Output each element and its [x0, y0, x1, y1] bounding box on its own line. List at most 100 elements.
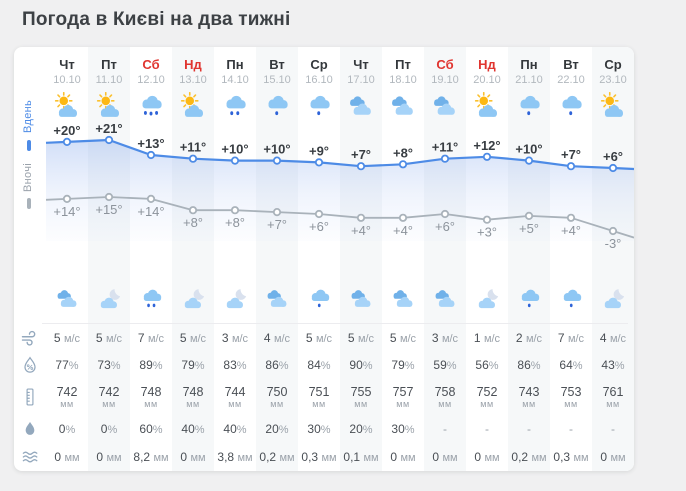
day-temp-label: +10° [221, 142, 248, 157]
day-temp-label: +11° [180, 140, 207, 155]
sun-cloud-icon [96, 92, 120, 117]
day-temp-point [398, 160, 408, 169]
wind-icon [21, 330, 36, 346]
night-weather-icon [466, 286, 508, 310]
day-date[interactable]: 16.10 [305, 74, 333, 86]
day-name[interactable]: Пн [520, 57, 538, 72]
day-name[interactable]: Чт [59, 57, 75, 72]
wind-icon-cell [14, 328, 46, 348]
day-name[interactable]: Ср [310, 57, 328, 72]
column-stripe [592, 47, 634, 471]
pressure-row: 742 мм 742 мм 748 мм 748 мм 744 мм 750 мм 751 мм 755 мм… [14, 379, 634, 415]
day-weather-icon [340, 92, 382, 118]
humidity-row: 77% 73% 89% 79% 83% 86% 84% 90% 79% 59% 56% 86% 64% 4… [14, 351, 634, 379]
cloud-rain-2-icon [226, 95, 246, 116]
pressure-value: 757 мм [392, 384, 414, 409]
wind-value: 5 м/с [305, 330, 333, 345]
legend-day-label: Вдень [22, 99, 34, 133]
column-stripe [172, 47, 214, 471]
wind-value: 3 м/с [221, 330, 249, 345]
day-name[interactable]: Пн [226, 57, 244, 72]
day-icons-row [14, 87, 634, 123]
day-temp-point [188, 154, 198, 163]
day-temp-point [314, 158, 324, 167]
day-temp-point [524, 156, 534, 165]
day-temp-label: +11° [432, 140, 459, 155]
day-date[interactable]: 10.10 [53, 74, 81, 86]
night-weather-icon [88, 286, 130, 310]
pressure-value: 751 мм [308, 384, 330, 409]
precip-amount-value: 0 мм [180, 449, 206, 464]
day-date[interactable]: 12.10 [137, 74, 165, 86]
day-temp-label: +10° [263, 142, 290, 157]
day-date[interactable]: 22.10 [557, 74, 585, 86]
day-name[interactable]: Нд [184, 57, 202, 72]
pressure-value: 753 мм [560, 384, 582, 409]
day-temp-point [482, 152, 492, 161]
night-temp-point [482, 215, 492, 224]
night-weather-icon [46, 286, 88, 310]
day-date[interactable]: 13.10 [179, 74, 207, 86]
cloud-rain-1-icon [563, 289, 581, 308]
humidity-value: 73% [97, 358, 121, 372]
night-temp-label: +5° [519, 221, 539, 236]
night-temp-point [566, 213, 576, 222]
moon-cloud-icon [478, 289, 498, 309]
day-temp-label: +21° [95, 123, 122, 136]
day-name[interactable]: Вт [269, 57, 285, 72]
wind-value: 3 м/с [431, 330, 459, 345]
day-temp-point [62, 137, 72, 146]
legend-night-label: Вночі [22, 163, 34, 193]
day-name[interactable]: Сб [142, 57, 160, 72]
precip-probability-value: 30% [307, 422, 331, 436]
day-name[interactable]: Ср [604, 57, 622, 72]
wind-value: 2 м/с [515, 330, 543, 345]
legend-night-marker-icon [27, 198, 31, 209]
day-temp-point [146, 150, 156, 160]
night-weather-icon [214, 286, 256, 310]
precip-probability-value: 20% [265, 422, 289, 436]
day-name[interactable]: Пт [101, 57, 117, 72]
night-temp-point [398, 213, 408, 222]
humidity-value: 86% [517, 358, 541, 372]
day-temp-point [230, 156, 240, 165]
day-date[interactable]: 23.10 [599, 74, 627, 86]
precip-probability-value: - [527, 422, 531, 436]
moon-cloud-icon [226, 289, 246, 309]
day-date[interactable]: 18.10 [389, 74, 417, 86]
humidity-value: 79% [181, 358, 205, 372]
day-name[interactable]: Нд [478, 57, 496, 72]
day-date[interactable]: 15.10 [263, 74, 291, 86]
day-temp-point [104, 135, 114, 145]
day-date[interactable]: 11.10 [95, 74, 123, 86]
day-weather-icon [214, 92, 256, 118]
pressure-value: 748 мм [140, 384, 162, 409]
night-weather-icon [424, 286, 466, 310]
humidity-value: 43% [601, 358, 625, 372]
day-name[interactable]: Вт [563, 57, 579, 72]
column-stripe [508, 47, 550, 471]
day-name[interactable]: Сб [436, 57, 454, 72]
pressure-value: 752 мм [476, 384, 498, 409]
day-temp-label: +20° [53, 123, 80, 138]
night-weather-icon [298, 286, 340, 310]
wind-value: 5 м/с [179, 330, 207, 345]
day-name[interactable]: Пт [395, 57, 411, 72]
day-weather-icon [508, 92, 550, 118]
precip-amount-value: 0,3 мм [553, 449, 589, 464]
day-date[interactable]: 20.10 [473, 74, 501, 86]
precip-amount-value: 0,1 мм [343, 449, 379, 464]
day-name[interactable]: Чт [353, 57, 369, 72]
precip-probability-value: 0% [100, 422, 118, 436]
night-temp-label: -3° [605, 236, 622, 251]
night-temp-point [356, 213, 366, 222]
day-date[interactable]: 17.10 [347, 74, 375, 86]
night-weather-icon [340, 286, 382, 310]
precip-probability-value: - [485, 422, 489, 436]
day-date[interactable]: 19.10 [431, 74, 459, 86]
night-weather-icon [172, 286, 214, 310]
day-date[interactable]: 14.10 [221, 74, 249, 86]
day-date[interactable]: 21.10 [515, 74, 543, 86]
moon-cloud-icon [604, 289, 624, 309]
pressure-value: 755 мм [350, 384, 372, 409]
